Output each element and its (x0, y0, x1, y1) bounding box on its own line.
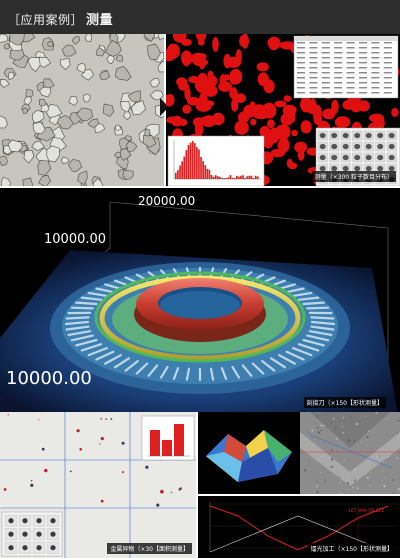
3d-surface-image: 20000.00 10000.00 10000.00 刻接刀（×150【形状测量… (0, 188, 400, 412)
title-main: 测量 (86, 13, 114, 28)
caption-crystal-count: 测量（×300 粒子数目分布） (311, 171, 396, 182)
profile-line-chart: 167.999-59.222 (209, 502, 398, 553)
title-prefix: ［应用案例］ (8, 13, 84, 27)
binary-analysis-image: 测量（×300 粒子数目分布） (166, 34, 400, 186)
crystal-micrograph (0, 34, 164, 186)
caption-laser-processing: 镭光加工（×150【形状测量】 (307, 543, 396, 554)
page-header: ［应用案例］ 测量 (0, 0, 400, 34)
textured-surface (300, 412, 400, 494)
metal-impurity-image: 金属异物（×30【面积测量】 (0, 412, 196, 558)
row-inspection-examples: 金属异物（×30【面积测量】 (0, 412, 400, 558)
measurement-table-window (293, 35, 399, 99)
section-title: ［应用案例］ 测量 (8, 9, 113, 28)
histogram-window (167, 135, 265, 186)
area-bar-chart (141, 415, 195, 461)
caption-metal-impurity: 金属异物（×30【面积测量】 (107, 543, 192, 554)
micrograph-crystals-image (0, 34, 164, 186)
sem-surface-image (300, 412, 400, 494)
impurity-field (0, 412, 196, 558)
arrow-right-icon (160, 98, 169, 116)
axis-label-top: 20000.00 (138, 194, 196, 208)
row-crystal-measurement: 测量（×300 粒子数目分布） (0, 34, 400, 186)
profile-readout: 167.999-59.222 (348, 508, 384, 514)
axis-label-mid: 10000.00 (44, 232, 107, 247)
impurity-thumbnails (1, 511, 63, 557)
surface-profile-render (205, 430, 292, 483)
axis-label-bottom: 10000.00 (6, 368, 92, 389)
surface-3d-render (0, 201, 398, 412)
3d-profile-image (198, 412, 300, 494)
laser-profile-graph: 167.999-59.222 镭光加工（×150【形状测量】 (198, 496, 400, 558)
binarized-particles (166, 34, 400, 186)
caption-grinder: 刻接刀（×150【形状测量】 (303, 397, 386, 408)
